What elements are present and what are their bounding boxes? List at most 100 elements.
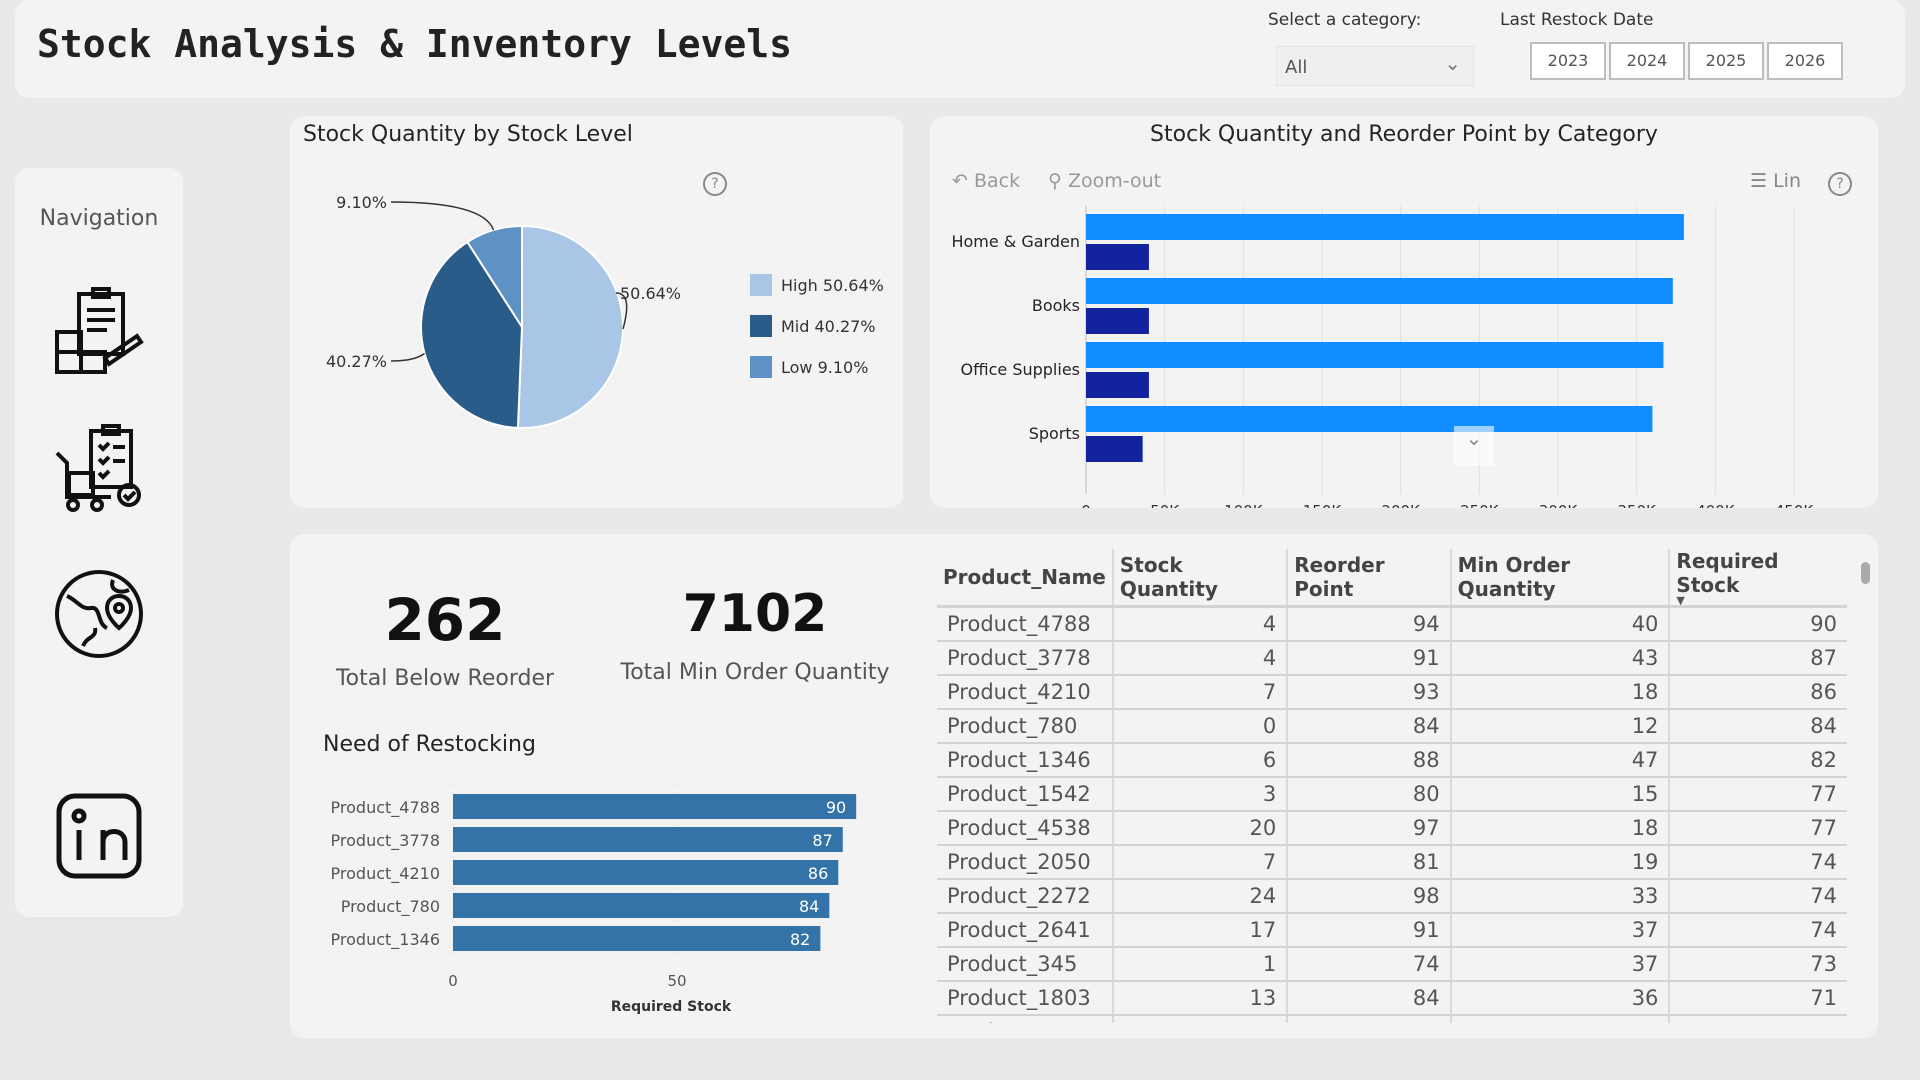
year-button-2024[interactable]: 2024: [1609, 42, 1685, 80]
pie-data-label: 9.10%: [336, 193, 387, 212]
table-row[interactable]: Product_1346 6 88 47 82: [937, 742, 1847, 778]
x-tick-label: 350K: [1617, 502, 1657, 508]
table-cell: 84: [1286, 980, 1451, 1016]
table-cell: 93: [1286, 674, 1451, 710]
x-tick-label: 250K: [1460, 502, 1500, 508]
table-row[interactable]: Product_4210 7 93 18 86: [937, 674, 1847, 710]
inventory-icon[interactable]: [53, 286, 145, 378]
legend-item-low[interactable]: Low 9.10%: [750, 356, 884, 378]
zoom-out-button[interactable]: ⚲ Zoom-out: [1048, 170, 1161, 192]
table-cell: 24: [1449, 1014, 1670, 1023]
help-icon[interactable]: ?: [703, 172, 727, 196]
globe-location-icon[interactable]: [53, 566, 145, 658]
scale-toggle-button[interactable]: ☰ Lin: [1750, 170, 1801, 192]
column-header[interactable]: Min Order Quantity: [1449, 549, 1670, 608]
table-cell: 28: [1111, 1014, 1288, 1023]
category-label: Sports: [1029, 424, 1080, 443]
table-cell: Product_780: [937, 708, 1113, 744]
category-label: Home & Garden: [951, 232, 1080, 251]
table-cell: Product_3251: [937, 1014, 1113, 1023]
delivery-checklist-icon[interactable]: [53, 423, 145, 515]
table-cell: 84: [1286, 708, 1451, 744]
table-row[interactable]: Product_1803 13 84 36 71: [937, 980, 1847, 1016]
scroll-down-chevron-icon[interactable]: ⌄: [1454, 426, 1494, 466]
legend-item-high[interactable]: High 50.64%: [750, 274, 884, 296]
help-icon[interactable]: ?: [1828, 172, 1852, 196]
table-row[interactable]: Product_3778 4 91 43 87: [937, 640, 1847, 676]
bar-data-label: 86: [808, 864, 828, 883]
table-row[interactable]: Product_2050 7 81 19 74: [937, 844, 1847, 880]
category-bar-chart: 0 50K 100K 150K 200K 250K 300K 350K 400K 450K Home…: [951, 206, 1815, 508]
restocking-card: 262 Total Below Reorder 7102 Total Min O…: [290, 534, 1878, 1038]
column-header[interactable]: Reorder Point: [1286, 549, 1451, 608]
back-arrow-icon: ↶: [952, 170, 968, 192]
legend-swatch: [750, 356, 772, 378]
year-button-2023[interactable]: 2023: [1530, 42, 1606, 80]
table-cell: Product_1346: [937, 742, 1113, 778]
required-stock-bar: [453, 893, 830, 918]
table-cell: 71: [1668, 1014, 1847, 1023]
product-label: Product_780: [341, 897, 440, 917]
table-row[interactable]: Product_4788 4 94 40 90: [937, 606, 1847, 642]
table-cell: 47: [1449, 742, 1670, 778]
bar-data-label: 84: [799, 897, 819, 916]
category-label: Office Supplies: [961, 360, 1080, 379]
x-tick-label: 450K: [1775, 502, 1815, 508]
legend-item-mid[interactable]: Mid 40.27%: [750, 315, 884, 337]
table-cell: 99: [1286, 1014, 1451, 1023]
year-button-2025[interactable]: 2025: [1688, 42, 1764, 80]
column-header[interactable]: Stock Quantity: [1111, 549, 1288, 608]
chevron-down-icon: ⌄: [1444, 51, 1461, 75]
table-cell: 7: [1111, 844, 1288, 880]
table-cell: 6: [1111, 742, 1288, 778]
x-tick-label: 200K: [1381, 502, 1421, 508]
navigation-title: Navigation: [39, 206, 159, 231]
table-row[interactable]: Product_2641 17 91 37 74: [937, 912, 1847, 948]
column-header[interactable]: Product_Name: [937, 549, 1113, 608]
table-cell: 88: [1286, 742, 1451, 778]
back-button[interactable]: ↶ Back: [952, 170, 1020, 192]
table-scrollbar[interactable]: [1861, 562, 1870, 584]
pie-leader-line: [615, 292, 628, 330]
pie-leader-line: [390, 352, 425, 362]
kpi-below-reorder-value: 262: [384, 586, 506, 654]
table-cell: Product_2272: [937, 878, 1113, 914]
bar-data-label: 87: [812, 831, 832, 850]
year-button-2026[interactable]: 2026: [1767, 42, 1843, 80]
table-cell: 90: [1668, 606, 1847, 642]
table-cell: 71: [1668, 980, 1847, 1016]
linkedin-icon[interactable]: [53, 790, 145, 882]
bar-data-label: 90: [826, 798, 846, 817]
pie-chart-title: Stock Quantity by Stock Level: [303, 122, 633, 147]
table-row[interactable]: Product_345 1 74 37 73: [937, 946, 1847, 982]
x-tick-label: 0: [448, 972, 458, 990]
product-label: Product_4210: [331, 864, 440, 884]
column-header[interactable]: Required Stock ▼: [1668, 549, 1847, 608]
table-cell: 77: [1668, 776, 1847, 812]
table-cell: 82: [1668, 742, 1847, 778]
table-cell: 74: [1668, 844, 1847, 880]
table-cell: 37: [1449, 912, 1670, 948]
table-row[interactable]: Product_1542 3 80 15 77: [937, 776, 1847, 812]
stock-quantity-bar: [1086, 214, 1684, 240]
table-cell: 7: [1111, 674, 1288, 710]
table-cell: 18: [1449, 674, 1670, 710]
table-row[interactable]: Product_2272 24 98 33 74: [937, 878, 1847, 914]
kpi-min-order-value: 7102: [682, 584, 828, 644]
table-cell: 20: [1111, 810, 1288, 846]
table-row[interactable]: Product_4538 20 97 18 77: [937, 810, 1847, 846]
table-cell: 80: [1286, 776, 1451, 812]
bar-chart-title: Stock Quantity and Reorder Point by Cate…: [1150, 122, 1658, 147]
legend-label: High 50.64%: [781, 275, 884, 295]
table-cell: 12: [1449, 708, 1670, 744]
category-dropdown[interactable]: All ⌄: [1276, 46, 1474, 86]
list-icon: ☰: [1750, 170, 1768, 192]
table-row[interactable]: Product_780 0 84 12 84: [937, 708, 1847, 744]
reorder-point-bar: [1086, 436, 1143, 462]
stock-quantity-bar: [1086, 406, 1653, 432]
table-cell: 17: [1111, 912, 1288, 948]
table-row[interactable]: Product_325128992471: [937, 1014, 1847, 1023]
table-cell: 86: [1668, 674, 1847, 710]
column-header-label: Min Order Quantity: [1457, 553, 1571, 601]
category-filter-label: Select a category:: [1268, 10, 1422, 30]
